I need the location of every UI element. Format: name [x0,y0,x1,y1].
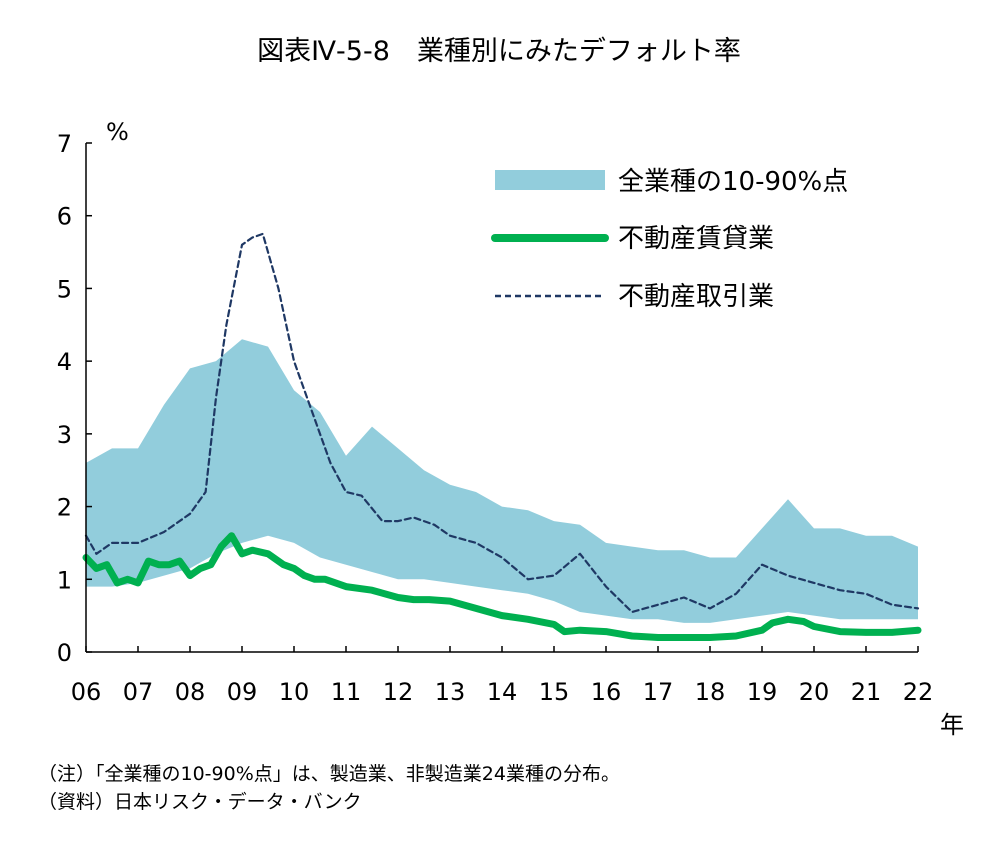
x-tick-label: 22 [903,678,934,706]
legend-rental-label: 不動産賃貸業 [618,224,774,254]
y-tick-label: 0 [57,639,72,667]
x-tick-label: 21 [851,678,882,706]
x-tick-label: 08 [175,678,206,706]
chart-title: 図表Ⅳ-5-8 業種別にみたデフォルト率 [257,36,741,67]
band-layer [86,339,918,623]
legend: 全業種の10-90%点 不動産賃貸業 不動産取引業 [491,167,848,312]
x-tick-label: 14 [487,678,518,706]
y-tick-label: 7 [57,130,72,158]
footnote-note: （注）「全業種の10-90%点」は、製造業、非製造業24業種の分布。 [38,763,620,785]
x-tick-label: 12 [383,678,414,706]
x-tick-label: 06 [71,678,102,706]
brokerage-line [84,232,920,614]
x-tick-label: 20 [799,678,830,706]
x-tick-label: 19 [747,678,778,706]
band-area [86,339,918,623]
x-tick-label: 09 [227,678,258,706]
x-tick-label: 07 [123,678,154,706]
footnote-source: （資料）日本リスク・データ・バンク [38,791,362,813]
y-tick-label: 1 [57,566,72,594]
y-tick-label: 5 [57,275,72,303]
y-tick-label: 6 [57,203,72,231]
x-tick-label: 17 [643,678,674,706]
series-layer [82,232,922,641]
x-tick-label: 11 [331,678,362,706]
x-tick-label: 13 [435,678,466,706]
y-unit-label: % [106,118,129,146]
x-tick-label: 10 [279,678,310,706]
legend-band-swatch [495,170,605,190]
x-tick-label: 18 [695,678,726,706]
x-tick-label: 15 [539,678,570,706]
x-unit-label: 年 [940,711,964,739]
y-tick-label: 2 [57,494,72,522]
legend-brokerage-label: 不動産取引業 [618,282,774,312]
y-tick-label: 4 [57,348,72,376]
legend-band-label: 全業種の10-90%点 [618,167,848,197]
y-tick-label: 3 [57,421,72,449]
rental-line [82,532,922,641]
x-tick-label: 16 [591,678,622,706]
